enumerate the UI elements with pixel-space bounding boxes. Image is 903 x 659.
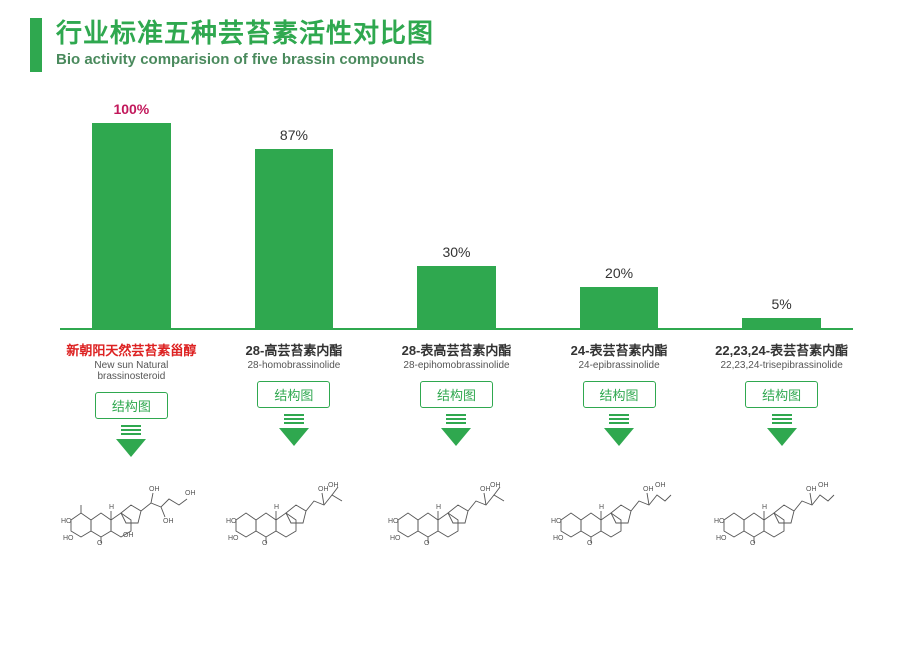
structure-button[interactable]: 结构图 xyxy=(257,381,330,408)
compound-col-1: 28-高芸苔素内酯 28-homobrassinolide 结构图 xyxy=(223,340,366,457)
svg-text:OH: OH xyxy=(655,482,666,489)
svg-text:OH: OH xyxy=(318,486,329,493)
svg-text:HO: HO xyxy=(716,535,727,542)
compound-name-zh: 28-表高芸苔素内酯 xyxy=(402,340,512,359)
compound-name-en: 24-epibrassinolide xyxy=(578,360,659,371)
svg-text:H: H xyxy=(436,504,441,511)
compound-name-zh: 新朝阳天然芸苔素甾醇 xyxy=(66,340,196,359)
arrow-down-icon xyxy=(767,414,797,446)
svg-text:OH: OH xyxy=(328,482,339,489)
arrow-down-icon xyxy=(441,414,471,446)
molecule-0: HO HO O H OH OH OH OH xyxy=(60,465,203,545)
titles: 行业标准五种芸苔素活性对比图 Bio activity comparision … xyxy=(56,18,434,68)
svg-text:O: O xyxy=(750,540,756,545)
svg-text:H: H xyxy=(762,504,767,511)
svg-text:OH: OH xyxy=(643,486,654,493)
compound-name-en: New sun Natural brassinosteroid xyxy=(60,360,203,382)
structure-button[interactable]: 结构图 xyxy=(583,381,656,408)
molecule-4: HO HO O H OH OH xyxy=(710,465,853,545)
molecules-row: HO HO O H OH OH OH OH xyxy=(60,465,853,545)
accent-bar xyxy=(30,18,42,72)
structure-button[interactable]: 结构图 xyxy=(745,381,818,408)
svg-text:H: H xyxy=(599,504,604,511)
svg-text:OH: OH xyxy=(149,486,160,493)
bar-chart: 100% 87% 30% 20% 5% xyxy=(60,100,853,330)
compound-name-zh: 22,23,24-表芸苔素内酯 xyxy=(715,340,848,359)
svg-text:OH: OH xyxy=(163,518,174,525)
structure-button[interactable]: 结构图 xyxy=(420,381,493,408)
bar xyxy=(580,287,659,328)
title-en: Bio activity comparision of five brassin… xyxy=(56,51,434,68)
svg-text:O: O xyxy=(587,540,593,545)
svg-text:HO: HO xyxy=(553,535,564,542)
svg-text:HO: HO xyxy=(63,535,74,542)
molecule-2: HO HO O H OH OH xyxy=(385,465,528,545)
svg-text:O: O xyxy=(424,540,430,545)
compound-labels-row: 新朝阳天然芸苔素甾醇 New sun Natural brassinostero… xyxy=(60,340,853,457)
structure-button[interactable]: 结构图 xyxy=(95,392,168,419)
compound-name-en: 28-epihomobrassinolide xyxy=(403,360,509,371)
compound-name-zh: 28-高芸苔素内酯 xyxy=(246,340,343,359)
compound-col-4: 22,23,24-表芸苔素内酯 22,23,24-trisepibrassino… xyxy=(710,340,853,457)
arrow-down-icon xyxy=(116,425,146,457)
bar-col-1: 87% xyxy=(223,100,366,328)
svg-text:O: O xyxy=(97,540,103,545)
bar-value-label: 30% xyxy=(442,244,470,260)
compound-name-zh: 24-表芸苔素内酯 xyxy=(571,340,668,359)
svg-text:OH: OH xyxy=(185,490,196,497)
bar-col-3: 20% xyxy=(548,100,691,328)
svg-text:HO: HO xyxy=(61,518,72,525)
bar xyxy=(417,266,496,328)
svg-text:OH: OH xyxy=(818,482,829,489)
svg-text:H: H xyxy=(274,504,279,511)
compound-col-2: 28-表高芸苔素内酯 28-epihomobrassinolide 结构图 xyxy=(385,340,528,457)
bar-value-label: 5% xyxy=(772,296,792,312)
molecule-3: HO HO O H OH OH xyxy=(548,465,691,545)
svg-text:H: H xyxy=(109,504,114,511)
bar-col-0: 100% xyxy=(60,100,203,328)
compound-name-en: 22,23,24-trisepibrassinolide xyxy=(720,360,842,371)
bar-value-label: 20% xyxy=(605,265,633,281)
header: 行业标准五种芸苔素活性对比图 Bio activity comparision … xyxy=(30,18,873,72)
bar xyxy=(92,123,171,328)
bar xyxy=(255,149,334,328)
svg-text:HO: HO xyxy=(388,518,399,525)
arrow-down-icon xyxy=(604,414,634,446)
svg-text:HO: HO xyxy=(226,518,237,525)
bar-col-2: 30% xyxy=(385,100,528,328)
svg-text:HO: HO xyxy=(551,518,562,525)
svg-text:HO: HO xyxy=(390,535,401,542)
svg-text:O: O xyxy=(262,540,268,545)
svg-text:HO: HO xyxy=(714,518,725,525)
compound-col-0: 新朝阳天然芸苔素甾醇 New sun Natural brassinostero… xyxy=(60,340,203,457)
svg-text:OH: OH xyxy=(480,486,491,493)
molecule-1: HO HO O H OH OH xyxy=(223,465,366,545)
compound-name-en: 28-homobrassinolide xyxy=(248,360,341,371)
svg-text:OH: OH xyxy=(490,482,501,489)
bar-value-label: 100% xyxy=(113,101,149,117)
molecule-structure-icon: HO HO O H OH OH OH OH xyxy=(61,465,201,545)
bar-col-4: 5% xyxy=(710,100,853,328)
compound-col-3: 24-表芸苔素内酯 24-epibrassinolide 结构图 xyxy=(548,340,691,457)
molecule-structure-icon: HO HO O H OH OH xyxy=(224,465,364,545)
molecule-structure-icon: HO HO O H OH OH xyxy=(549,465,689,545)
molecule-structure-icon: HO HO O H OH OH xyxy=(386,465,526,545)
arrow-down-icon xyxy=(279,414,309,446)
title-zh: 行业标准五种芸苔素活性对比图 xyxy=(56,18,434,49)
bar xyxy=(742,318,821,328)
bar-value-label: 87% xyxy=(280,127,308,143)
svg-text:OH: OH xyxy=(123,532,134,539)
svg-text:HO: HO xyxy=(228,535,239,542)
svg-text:OH: OH xyxy=(806,486,817,493)
molecule-structure-icon: HO HO O H OH OH xyxy=(712,465,852,545)
